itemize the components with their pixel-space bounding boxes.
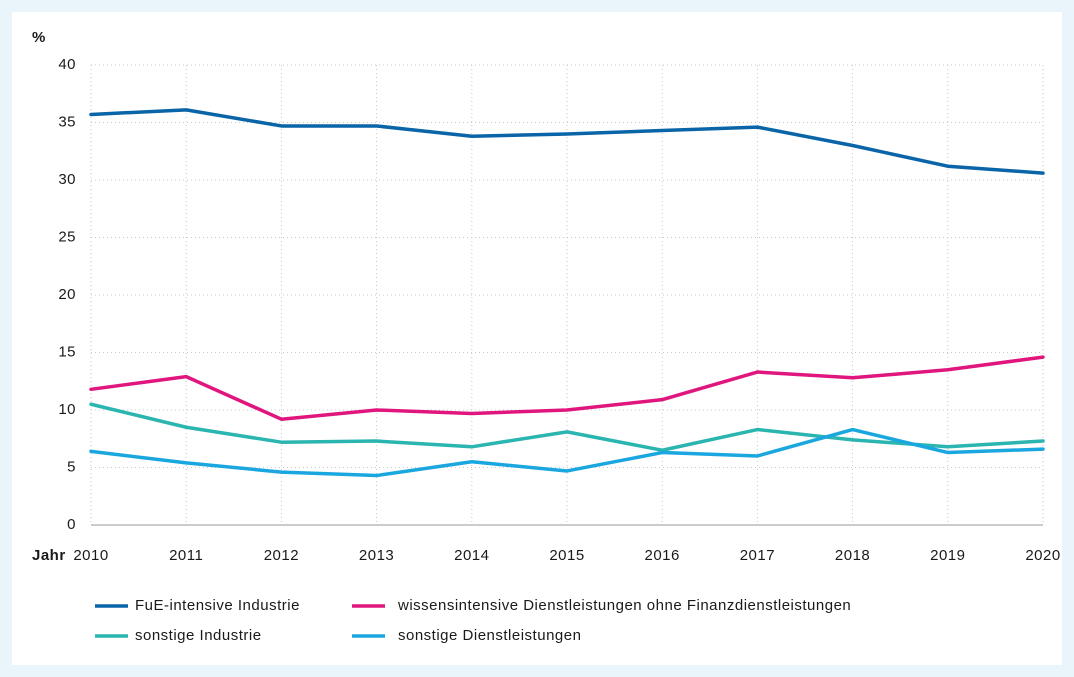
x-tick-label: 2014 [454, 547, 489, 564]
legend-label: FuE-intensive Industrie [135, 597, 300, 614]
y-tick-label: 35 [58, 113, 76, 130]
y-tick-label: 10 [58, 401, 76, 418]
series-line [89, 108, 1045, 175]
y-tick-label: 0 [67, 516, 76, 533]
y-tick-label: 40 [58, 56, 76, 73]
plot-background [12, 12, 1062, 665]
y-tick-label: 25 [58, 228, 76, 245]
x-tick-label: 2011 [169, 547, 203, 564]
x-tick-label: 2010 [73, 547, 108, 564]
x-tick-label: 2020 [1025, 547, 1060, 564]
x-tick-label: 2016 [645, 547, 680, 564]
x-tick-label: 2017 [740, 547, 775, 564]
x-tick-label: 2019 [930, 547, 965, 564]
y-tick-label: 15 [58, 343, 76, 360]
series-line [89, 402, 1045, 452]
legend-label: wissensintensive Dienstleistungen ohne F… [397, 597, 851, 614]
x-axis-label: Jahr [32, 547, 66, 564]
y-tick-label: 30 [58, 171, 76, 188]
y-tick-label: 20 [58, 286, 76, 303]
x-tick-label: 2012 [264, 547, 299, 564]
series-line [89, 427, 1045, 478]
x-tick-label: 2015 [549, 547, 584, 564]
x-tick-label: 2013 [359, 547, 394, 564]
y-axis-label: % [32, 29, 46, 46]
legend-label: sonstige Industrie [135, 627, 262, 644]
x-tick-label: 2018 [835, 547, 870, 564]
y-tick-label: 5 [67, 458, 76, 475]
series-line [89, 355, 1045, 421]
legend-label: sonstige Dienstleistungen [398, 627, 581, 644]
